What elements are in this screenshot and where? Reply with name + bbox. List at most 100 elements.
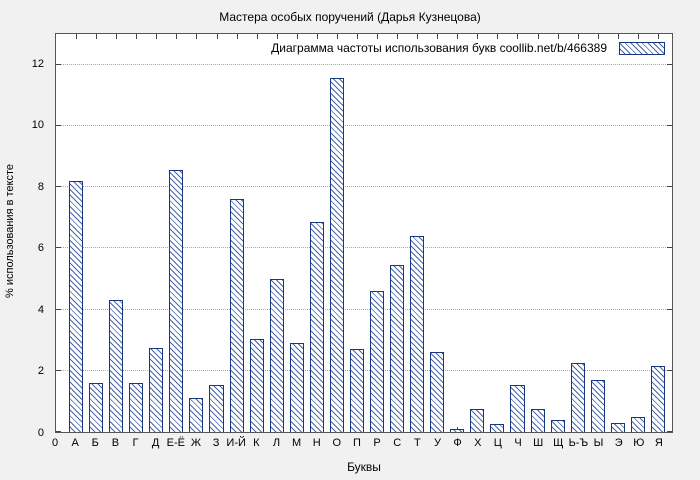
- bar-Е-Ё: [169, 170, 184, 432]
- x-tick-mark: [276, 34, 278, 39]
- bar-Щ: [550, 419, 565, 432]
- x-tick-mark: [377, 34, 379, 39]
- y-tick-mark: [56, 186, 61, 188]
- x-tick-label: М: [291, 437, 302, 449]
- x-tick-mark: [457, 34, 459, 39]
- x-tick-mark: [497, 34, 499, 39]
- y-tick-labels: 0 2 4 6 8 10 12: [0, 33, 50, 439]
- y-tick-label: 4: [37, 303, 44, 316]
- x-tick-label: Ы: [593, 437, 604, 449]
- x-tick-mark: [156, 34, 158, 39]
- y-tick-mark: [56, 369, 61, 371]
- chart-title: Мастера особых поручений (Дарья Кузнецов…: [219, 10, 481, 24]
- y-tick-mark: [667, 369, 672, 371]
- x-tick-label-origin: 0: [51, 437, 59, 449]
- x-tick-mark: [236, 34, 238, 39]
- x-tick-label: С: [393, 437, 402, 449]
- x-tick-mark: [256, 34, 258, 39]
- plot-area: Диаграмма частоты использования букв coo…: [55, 33, 673, 433]
- bar-Г: [129, 383, 144, 432]
- x-tick-label: Ф: [453, 437, 462, 449]
- x-tick-mark: [657, 34, 659, 39]
- bar-Э: [610, 422, 625, 432]
- gridline-y2: [56, 369, 672, 371]
- x-tick-label: Щ: [553, 437, 564, 449]
- y-tick-mark: [667, 63, 672, 65]
- y-tick-mark: [667, 308, 672, 310]
- x-tick-mark: [356, 34, 358, 39]
- x-tick-label: П: [353, 437, 361, 449]
- bar-И-Й: [229, 199, 244, 432]
- legend-swatch: [619, 41, 665, 55]
- x-tick-label: И-Й: [226, 437, 246, 449]
- x-tick-mark: [537, 34, 539, 39]
- bar-Л: [269, 278, 284, 432]
- bar-Х: [470, 409, 485, 432]
- x-tick-label: Ю: [633, 437, 645, 449]
- gridline-y10: [56, 124, 672, 126]
- x-tick-label: Э: [614, 437, 623, 449]
- x-tick-mark: [216, 34, 218, 39]
- x-tick-mark: [76, 34, 78, 39]
- x-tick-labels: 0 А Б В Г Д Е-Ё Ж З И-Й К Л М Н О П Р С Т У Ф Х Ц Ч Ш Щ Ь-Ъ Ы Э Ю Я: [51, 437, 673, 453]
- y-tick-mark: [667, 247, 672, 249]
- x-tick-mark: [96, 34, 98, 39]
- x-tick-mark: [617, 34, 619, 39]
- bar-Ф: [450, 428, 465, 432]
- y-tick-label: 0: [37, 427, 44, 439]
- x-tick-label: О: [332, 437, 342, 449]
- gridline-y12: [56, 63, 672, 65]
- bar-В: [109, 300, 124, 432]
- y-tick-mark: [56, 63, 61, 65]
- y-tick-mark: [667, 431, 672, 432]
- x-tick-label: А: [71, 437, 79, 449]
- x-tick-mark: [136, 34, 138, 39]
- y-tick-mark: [667, 186, 672, 188]
- x-tick-label: У: [433, 437, 441, 449]
- legend: Диаграмма частоты использования букв coo…: [271, 41, 665, 55]
- bar-П: [349, 349, 364, 432]
- bar-Н: [309, 222, 324, 432]
- bar-Ц: [490, 424, 505, 432]
- gridline-y6: [56, 247, 672, 249]
- x-tick-label: Б: [91, 437, 99, 449]
- x-axis-label: Буквы: [347, 460, 381, 474]
- x-tick-label: Ч: [514, 437, 522, 449]
- bar-Д: [149, 347, 164, 432]
- x-tick-label: К: [253, 437, 260, 449]
- bar-У: [430, 352, 445, 432]
- x-tick-mark: [517, 34, 519, 39]
- x-tick-label: Ь-Ъ: [568, 437, 589, 449]
- bar-М: [289, 343, 304, 432]
- x-tick-label: Х: [474, 437, 482, 449]
- bar-А: [69, 180, 84, 432]
- x-tick-mark: [437, 34, 439, 39]
- y-tick-label: 10: [31, 119, 44, 132]
- bar-К: [249, 338, 264, 432]
- bar-Т: [410, 236, 425, 432]
- x-tick-label: Е-Ё: [166, 437, 185, 449]
- x-tick-label: Ц: [493, 437, 502, 449]
- x-tick-mark: [336, 34, 338, 39]
- x-tick-mark: [196, 34, 198, 39]
- bar-Я: [650, 366, 665, 432]
- bar-Р: [370, 291, 385, 432]
- x-tick-label: Ж: [190, 437, 201, 449]
- gridline-y8: [56, 186, 672, 188]
- bar-Ь-Ъ: [570, 363, 585, 432]
- bar-Ш: [530, 409, 545, 432]
- y-tick-mark: [56, 247, 61, 249]
- x-tick-label: Я: [654, 437, 663, 449]
- x-tick-label: Ш: [533, 437, 544, 449]
- x-tick-mark: [417, 34, 419, 39]
- bar-Ж: [189, 398, 204, 432]
- x-tick-mark: [577, 34, 579, 39]
- bar-Ю: [630, 416, 645, 432]
- x-tick-label: Т: [413, 437, 421, 449]
- y-tick-label: 6: [37, 242, 44, 255]
- x-tick-label: З: [212, 437, 220, 449]
- x-tick-mark: [116, 34, 118, 39]
- y-tick-mark: [56, 431, 61, 432]
- x-tick-mark: [597, 34, 599, 39]
